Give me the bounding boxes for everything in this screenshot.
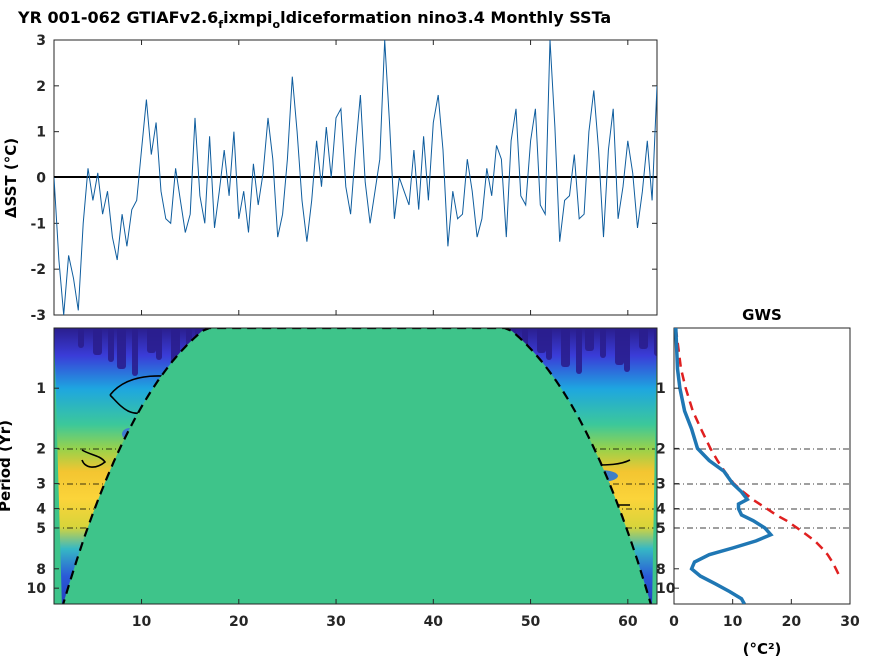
wavelet-heatmap — [54, 328, 657, 604]
streak — [600, 328, 606, 358]
streak — [147, 328, 156, 353]
gws-ytick-label: 10 — [656, 581, 676, 597]
timeseries-ylabel: ΔSST (°C) — [2, 138, 20, 218]
streak — [117, 328, 126, 369]
gws-axes — [673, 327, 851, 605]
chart-title: YR 001-062 GTIAFv2.6fixmpioldiceformatio… — [17, 8, 611, 31]
gws-xtick-label: 10 — [723, 614, 743, 630]
ytick-label: 10 — [27, 581, 47, 597]
streak — [93, 328, 102, 355]
streak — [561, 328, 570, 367]
wavelet-yticks: 1 2 3 4 5 8 10 — [27, 381, 59, 597]
ytick-label: 3 — [36, 33, 46, 49]
streak — [585, 328, 594, 351]
streak — [624, 328, 630, 372]
gws-title: GWS — [742, 306, 782, 324]
wavelet-axes — [53, 327, 658, 605]
gws-xtick-label: 0 — [669, 614, 679, 630]
gws-yticks: 1 2 3 4 5 8 10 — [656, 381, 679, 597]
gws-xtick-label: 30 — [840, 614, 860, 630]
ytick-label: 8 — [36, 562, 46, 578]
ytick-label: 0 — [36, 171, 46, 187]
ytick-label: 5 — [36, 521, 46, 537]
streak — [576, 328, 582, 374]
timeseries-line — [54, 40, 657, 315]
gws-power-line — [674, 328, 774, 604]
streak — [78, 328, 84, 348]
xtick-label: 30 — [326, 614, 346, 630]
ytick-label: 1 — [36, 381, 46, 397]
xtick-label: 50 — [521, 614, 541, 630]
ytick-label: -2 — [30, 262, 46, 278]
wavelet-ylabel: Period (Yr) — [0, 420, 14, 512]
ytick-label: 4 — [36, 502, 46, 518]
timeseries-xticks — [141, 40, 629, 315]
gws-xtick-label: 20 — [782, 614, 802, 630]
streak — [615, 328, 624, 365]
cone-of-influence-mask — [54, 328, 657, 604]
gws-ytick-label: 2 — [656, 441, 666, 457]
gws-ytick-label: 1 — [656, 381, 666, 397]
streak — [639, 328, 648, 349]
gws-xlabel: (°C²) — [743, 640, 782, 656]
xtick-label: 60 — [618, 614, 638, 630]
ytick-label: 2 — [36, 79, 46, 95]
streak — [546, 328, 552, 360]
xtick-label: 20 — [229, 614, 249, 630]
xtick-label: 40 — [424, 614, 444, 630]
wavelet-xticks: 10 20 30 40 50 60 — [132, 599, 638, 630]
gws-xticks: 0 10 20 30 — [669, 599, 860, 630]
ytick-label: 1 — [36, 125, 46, 141]
ytick-label: 3 — [36, 477, 46, 493]
gws-ytick-label: 3 — [656, 477, 666, 493]
ytick-label: -3 — [30, 308, 46, 324]
streak — [132, 328, 138, 376]
streak — [537, 328, 546, 353]
ytick-label: -1 — [30, 216, 46, 232]
gws-ytick-label: 4 — [656, 502, 666, 518]
gws-ytick-label: 5 — [656, 521, 666, 537]
streak — [654, 328, 657, 356]
streak — [156, 328, 162, 360]
gws-ytick-label: 8 — [656, 562, 666, 578]
streak — [108, 328, 114, 362]
xtick-label: 10 — [132, 614, 152, 630]
ytick-label: 2 — [36, 441, 46, 457]
gws-significance-line — [674, 328, 841, 577]
